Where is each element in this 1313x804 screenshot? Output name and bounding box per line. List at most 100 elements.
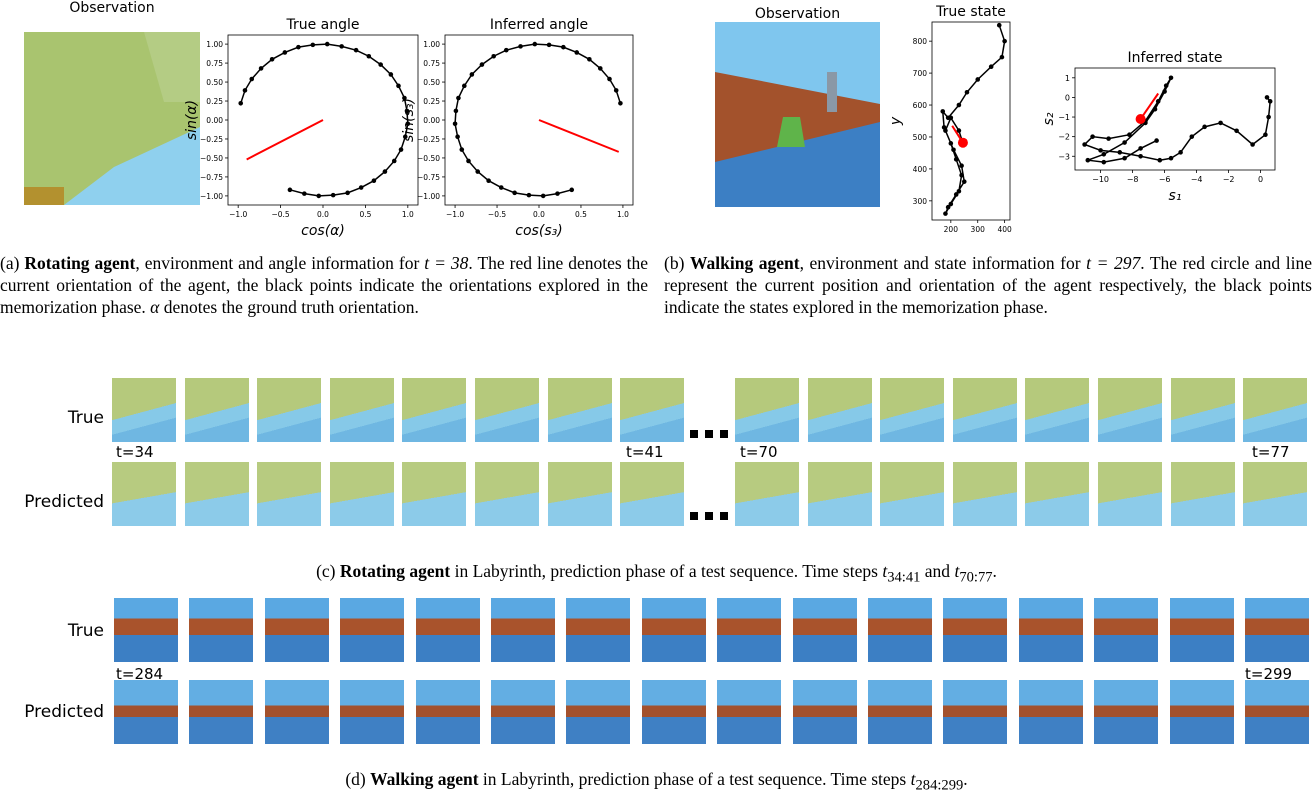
point <box>243 88 248 93</box>
point <box>951 147 956 152</box>
x-tick-label: −10 <box>1092 175 1109 184</box>
x-axis-label: x <box>966 238 976 240</box>
frame-thumbnail <box>1019 680 1083 744</box>
frame-thumbnail <box>1098 462 1162 526</box>
frame-thumbnail <box>566 598 630 662</box>
x-axis-label: cos(s₃) <box>515 223 562 239</box>
y-axis-label: s₂ <box>1041 112 1057 125</box>
frame-thumbnail <box>1025 378 1089 442</box>
series-line <box>1085 78 1271 162</box>
y-tick-label: 1.00 <box>423 40 440 49</box>
point <box>1265 95 1270 100</box>
point <box>587 57 592 62</box>
series-line <box>539 120 619 152</box>
point <box>1102 152 1107 157</box>
x-tick-label: −0.5 <box>488 210 506 219</box>
y-tick-label: −1 <box>1058 113 1070 122</box>
point <box>1002 39 1007 44</box>
frame-thumbnail <box>1170 680 1234 744</box>
frame-thumbnail <box>185 462 249 526</box>
caption: (a) Rotating agent, environment and angl… <box>0 252 648 318</box>
y-tick-label: −3 <box>1058 152 1070 161</box>
x-tick-label: −1.0 <box>446 210 464 219</box>
caption-sub: 70:77 <box>959 570 992 586</box>
frame-thumbnail <box>868 598 932 662</box>
caption-text: , environment and state information for <box>800 253 1081 273</box>
ellipsis-dot <box>720 512 728 520</box>
point <box>1118 150 1123 155</box>
frame-thumbnail <box>1094 598 1158 662</box>
x-tick-label: 0.0 <box>317 210 329 219</box>
caption-text: . <box>993 561 997 581</box>
frame-thumbnail <box>620 462 684 526</box>
point <box>1234 128 1239 133</box>
frame-thumbnail <box>416 680 480 744</box>
point <box>378 62 383 67</box>
frame-thumbnail <box>735 462 799 526</box>
plots: True anglecos(α)sin(α)−1.0−0.50.00.51.0−… <box>0 0 1313 240</box>
time-label: t=34 <box>116 443 154 461</box>
frame-thumbnail <box>808 462 872 526</box>
point <box>259 66 264 71</box>
point <box>399 147 404 152</box>
point <box>1250 142 1255 147</box>
x-tick-label: 1.0 <box>402 210 414 219</box>
point <box>504 48 509 53</box>
frame-thumbnail <box>340 598 404 662</box>
ellipsis-dot <box>690 430 698 438</box>
caption-sub: 34:41 <box>887 570 920 586</box>
caption-math: t = 297 <box>1086 253 1140 273</box>
caption-label: (a) <box>0 253 19 273</box>
point <box>1202 125 1207 130</box>
frame-thumbnail <box>416 598 480 662</box>
point <box>296 45 301 50</box>
frame-thumbnail <box>185 378 249 442</box>
point <box>392 159 397 164</box>
point <box>512 191 517 196</box>
point <box>614 88 619 93</box>
frame-thumbnail <box>880 462 944 526</box>
x-tick-label: −2 <box>1223 175 1235 184</box>
x-tick-label: −4 <box>1191 175 1203 184</box>
point <box>965 90 970 95</box>
point <box>1102 160 1107 165</box>
y-tick-label: −0.25 <box>200 135 223 144</box>
frame-thumbnail <box>402 378 466 442</box>
series-line <box>241 44 408 196</box>
x-tick-label: −0.5 <box>271 210 289 219</box>
frame-thumbnail <box>340 680 404 744</box>
point <box>1169 76 1174 81</box>
caption-bold: Rotating agent <box>24 253 135 273</box>
point <box>1082 142 1087 147</box>
y-tick-label: 0.50 <box>423 78 440 87</box>
caption-bold: Rotating agent <box>340 561 450 581</box>
point <box>283 50 288 55</box>
point <box>249 77 254 82</box>
point <box>1178 150 1183 155</box>
point <box>555 191 560 196</box>
caption-bold: Walking agent <box>690 253 800 273</box>
point <box>331 193 336 198</box>
x-axis-label: s₁ <box>1169 188 1182 204</box>
point <box>1266 115 1271 120</box>
frame-thumbnail <box>717 598 781 662</box>
y-tick-label: −0.25 <box>417 135 440 144</box>
point <box>962 179 967 184</box>
frame-thumbnail <box>1094 680 1158 744</box>
point <box>946 205 951 210</box>
time-label: t=77 <box>1252 443 1290 461</box>
frame-thumbnail <box>548 462 612 526</box>
y-tick-label: 0.00 <box>206 116 223 125</box>
y-tick-label: −0.50 <box>200 154 223 163</box>
point <box>607 77 612 82</box>
point <box>954 157 959 162</box>
point <box>354 48 359 53</box>
point <box>569 188 574 193</box>
point <box>1106 136 1111 141</box>
caption: (b) Walking agent, environment and state… <box>664 252 1312 318</box>
x-axis-label: cos(α) <box>301 223 345 239</box>
frame-thumbnail <box>402 462 466 526</box>
y-tick-label: 600 <box>913 101 928 110</box>
y-tick-label: −2 <box>1058 133 1070 142</box>
row-label: True <box>0 621 104 641</box>
